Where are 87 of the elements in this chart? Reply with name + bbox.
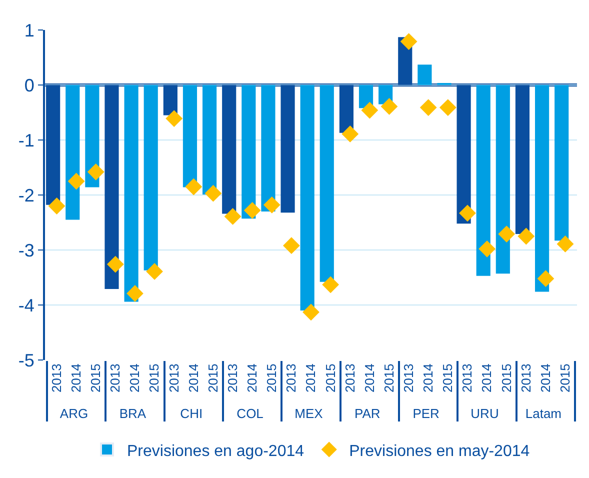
- x-tick-label: 2015: [146, 364, 162, 393]
- x-tick-label: 2014: [538, 364, 553, 393]
- y-tick-label: 1: [24, 20, 34, 40]
- point: [459, 204, 476, 222]
- x-tick-label: 2015: [498, 364, 514, 393]
- bar: [66, 85, 80, 220]
- x-tick-label: 2013: [224, 364, 240, 393]
- bar: [496, 85, 510, 274]
- point: [106, 256, 124, 273]
- x-tick-label: 2014: [362, 364, 377, 393]
- x-tick-label: 2015: [322, 364, 338, 393]
- bar: [476, 85, 490, 276]
- text: Latam: [525, 406, 562, 421]
- bar: [124, 85, 138, 302]
- point: [556, 236, 574, 252]
- x-tick-label: 2015: [557, 364, 572, 393]
- x-tick-label: 2013: [518, 364, 534, 393]
- x-tick-label: 2015: [264, 364, 280, 393]
- bar: [418, 64, 432, 85]
- y-tick-label: -3: [18, 240, 34, 260]
- point: [282, 237, 300, 254]
- text: BRA: [119, 406, 146, 421]
- text: ARG: [60, 406, 88, 421]
- bar: [242, 85, 256, 219]
- x-tick-label: 2015: [381, 364, 396, 393]
- point: [342, 126, 359, 142]
- y-tick-label: -1: [18, 130, 34, 150]
- bar: [144, 85, 158, 270]
- text: CHI: [180, 406, 203, 421]
- text: URU: [470, 406, 499, 421]
- point: [263, 196, 280, 214]
- point: [498, 226, 516, 242]
- x-tick-label: 2014: [68, 364, 84, 393]
- y-tick-label: -5: [18, 350, 34, 370]
- x-tick-label: 2014: [127, 364, 142, 393]
- point: [478, 240, 496, 258]
- point: [204, 184, 222, 202]
- point: [224, 208, 242, 225]
- text: MEX: [294, 406, 324, 421]
- point: [361, 102, 378, 119]
- point: [126, 285, 144, 302]
- text: PER: [412, 406, 440, 421]
- x-tick-label: 2013: [48, 364, 64, 393]
- point: [380, 98, 398, 115]
- y-tick-label: 0: [24, 75, 34, 96]
- point: [322, 276, 340, 294]
- x-tick-label: 2013: [108, 364, 123, 393]
- x-tick-label: 2013: [166, 364, 182, 393]
- point: [244, 202, 261, 219]
- point: [185, 178, 202, 196]
- bar: [320, 85, 334, 282]
- text: PAR: [354, 406, 380, 421]
- x-tick-label: 2014: [420, 364, 436, 393]
- bar: [300, 85, 314, 310]
- x-tick-label: 2014: [186, 364, 201, 393]
- y-tick-label: -4: [18, 295, 34, 316]
- bar: [261, 85, 276, 212]
- x-tick-label: 2013: [460, 364, 475, 393]
- point: [302, 304, 320, 321]
- bar: [182, 85, 198, 188]
- point: [537, 270, 554, 288]
- point: [439, 99, 456, 116]
- point: [146, 263, 163, 280]
- bar: [535, 85, 550, 292]
- bar: [554, 85, 569, 241]
- point: [48, 198, 66, 214]
- legend-label: Previsiones en may-2014: [349, 442, 530, 460]
- x-tick-label: 2014: [303, 364, 318, 393]
- point: [518, 228, 535, 245]
- x-tick-label: 2015: [205, 364, 220, 393]
- x-tick-label: 2014: [479, 364, 494, 393]
- bar: [85, 85, 100, 188]
- point: [87, 163, 104, 180]
- y-tick-label: -2: [18, 185, 34, 206]
- point: [400, 33, 418, 50]
- point: [420, 99, 437, 116]
- x-tick-label: 2014: [244, 364, 260, 393]
- x-tick-label: 2015: [88, 364, 104, 393]
- x-tick-label: 2013: [284, 364, 299, 393]
- text: COL: [236, 406, 264, 421]
- point: [166, 110, 183, 127]
- x-tick-label: 2013: [401, 364, 416, 393]
- point: [68, 172, 85, 190]
- legend-label: Previsiones en ago-2014: [127, 442, 304, 460]
- x-tick-label: 2013: [342, 364, 358, 393]
- x-tick-label: 2015: [440, 364, 456, 393]
- bar: [202, 85, 217, 194]
